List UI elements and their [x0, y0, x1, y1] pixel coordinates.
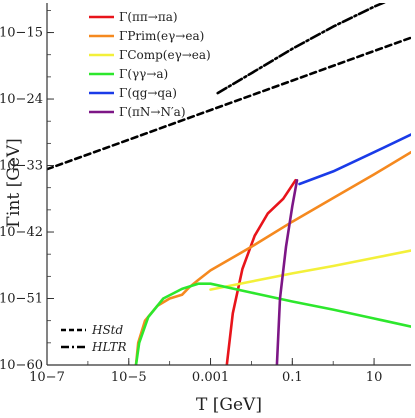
y-axis-title: Γint [GeV]	[4, 138, 24, 228]
y-tick-label: 10−24	[0, 92, 43, 107]
y-tick-label: 10−33	[0, 159, 43, 174]
x-tick-label: 10−7	[29, 370, 65, 385]
legend-label: HLTR	[91, 340, 127, 354]
series-line-7	[216, 3, 387, 95]
x-tick-label: 10−5	[111, 370, 147, 385]
legend-label: HStd	[91, 323, 124, 337]
x-tick-label: 0.1	[282, 370, 303, 385]
series-line-2	[209, 249, 411, 291]
series-line-4	[298, 133, 411, 186]
plot-area	[47, 3, 411, 365]
legend-label: Γ(πN→N′a)	[119, 105, 186, 119]
series-line-6	[47, 36, 411, 171]
y-tick-label: 10−60	[0, 358, 43, 373]
y-tick-label: 10−51	[0, 292, 43, 307]
legend-label: ΓComp(eγ→ea)	[119, 48, 211, 62]
series-line-5	[275, 179, 299, 365]
x-axis-title: T [GeV]	[196, 395, 262, 415]
x-tick-label: 10	[366, 370, 383, 385]
series-line-0	[225, 179, 297, 365]
legend-label: Γ(γγ→a)	[119, 67, 168, 81]
x-tick-label: 0.001	[192, 370, 229, 385]
legend-label: Γ(qg→qa)	[119, 86, 177, 100]
legend-label: ΓPrim(eγ→ea)	[119, 29, 204, 43]
series-line-3	[134, 282, 411, 365]
y-tick-label: 10−42	[0, 225, 43, 240]
legend-label: Γ(ππ→πa)	[119, 10, 178, 24]
y-tick-label: 10−15	[0, 26, 43, 41]
